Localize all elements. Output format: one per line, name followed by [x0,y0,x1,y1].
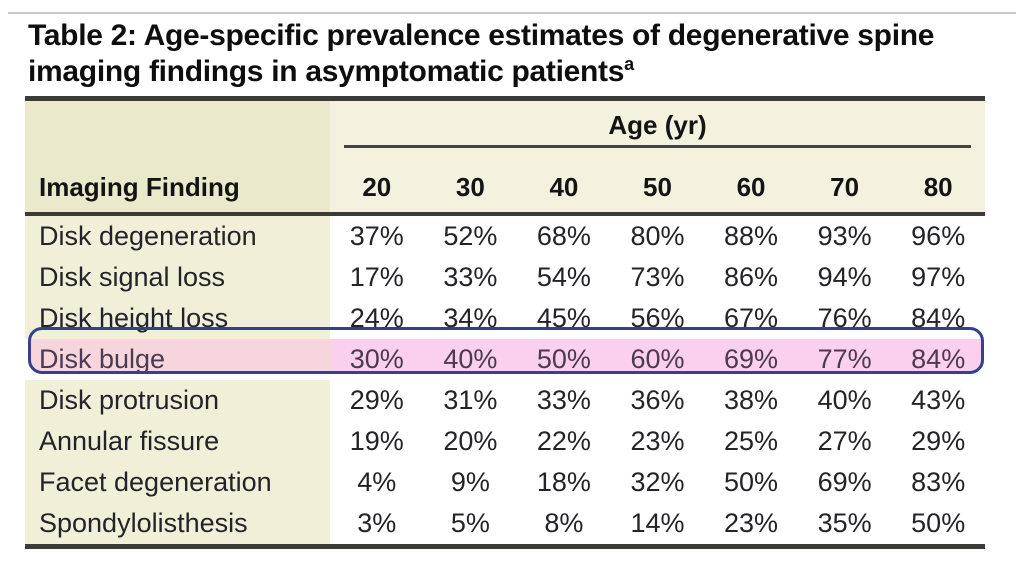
age-col-20: 20 [330,162,424,216]
value-cell: 3% [330,503,424,547]
value-cell: 34% [423,298,518,339]
age-columns-row: 20 30 40 50 60 70 80 [25,162,985,216]
value-cell: 35% [797,503,892,547]
value-cell: 32% [610,462,705,503]
value-cell: 8% [517,503,611,547]
finding-label: Disk protrusion [25,380,330,421]
value-cell: 23% [704,503,798,547]
finding-label: Disk height loss [25,298,330,339]
title-footnote-marker: a [624,54,634,74]
value-cell: 5% [423,503,518,547]
prevalence-table: Imaging Finding Age (yr) 20 30 40 50 60 … [25,96,985,549]
value-cell: 50% [891,503,985,547]
value-cell: 29% [330,380,424,421]
finding-label: Disk bulge [39,344,166,374]
value-cell: 86% [704,257,798,298]
age-col-80: 80 [891,162,985,216]
value-cell: 68% [517,214,611,257]
table-row-spondylolisthesis: Spondylolisthesis 3% 5% 8% 14% 23% 35% 5… [25,503,985,547]
value-cell: 77% [817,344,872,374]
value-cell: 69% [724,344,779,374]
table-row-disk-bulge: Disk bulge 30% 40% 50% 60% 69% 77% 84% [25,339,985,380]
value-cell: 69% [797,462,892,503]
value-cell: 36% [610,380,705,421]
value-cell: 76% [797,298,892,339]
value-cell: 67% [704,298,798,339]
value-cell: 88% [704,214,798,257]
title-line-2-text: imaging findings in asymptomatic patient… [28,55,625,88]
age-col-70: 70 [797,162,892,216]
value-cell: 14% [610,503,705,547]
value-cell: 37% [330,214,424,257]
finding-label: Disk signal loss [25,257,330,298]
value-cell: 50% [536,344,591,374]
age-header-underline [344,145,971,148]
value-cell: 73% [610,257,705,298]
value-cell: 84% [911,344,966,374]
value-cell: 9% [423,462,518,503]
table-title: Table 2: Age-specific prevalence estimat… [28,18,988,90]
value-cell: 17% [330,257,424,298]
value-cell: 96% [891,214,985,257]
value-cell: 56% [610,298,705,339]
value-cell: 23% [610,421,705,462]
value-cell: 94% [797,257,892,298]
value-cell: 33% [423,257,518,298]
value-cell: 30% [349,344,404,374]
age-col-50: 50 [610,162,705,216]
value-cell: 29% [891,421,985,462]
top-divider-line [8,12,1016,14]
title-line-2: imaging findings in asymptomatic patient… [28,54,988,90]
value-cell: 33% [517,380,611,421]
title-line-1: Table 2: Age-specific prevalence estimat… [28,19,935,52]
value-cell: 43% [891,380,985,421]
value-cell: 25% [704,421,798,462]
value-cell: 20% [423,421,518,462]
age-group-header: Age (yr) [330,98,985,162]
value-cell: 27% [797,421,892,462]
value-cell: 60% [630,344,685,374]
value-cell: 52% [423,214,518,257]
value-cell: 22% [517,421,611,462]
value-cell: 4% [330,462,424,503]
finding-label: Spondylolisthesis [25,503,330,547]
age-col-40: 40 [517,162,611,216]
table-row-disk-signal-loss: Disk signal loss 17% 33% 54% 73% 86% 94%… [25,257,985,298]
table-row-disk-protrusion: Disk protrusion 29% 31% 33% 36% 38% 40% … [25,380,985,421]
table-row-disk-degeneration: Disk degeneration 37% 52% 68% 80% 88% 93… [25,214,985,257]
value-cell: 18% [517,462,611,503]
value-cell: 45% [517,298,611,339]
table-row-annular-fissure: Annular fissure 19% 20% 22% 23% 25% 27% … [25,421,985,462]
value-cell: 40% [443,344,498,374]
value-cell: 54% [517,257,611,298]
value-cell: 40% [797,380,892,421]
finding-label: Disk degeneration [25,214,330,257]
age-header-label: Age (yr) [608,110,707,140]
imaging-finding-header: Imaging Finding [25,98,330,216]
value-cell: 83% [891,462,985,503]
value-cell: 80% [610,214,705,257]
value-cell: 97% [891,257,985,298]
table-row-facet-degeneration: Facet degeneration 4% 9% 18% 32% 50% 69%… [25,462,985,503]
value-cell: 93% [797,214,892,257]
finding-label: Annular fissure [25,421,330,462]
finding-label: Facet degeneration [25,462,330,503]
value-cell: 84% [891,298,985,339]
age-header-row: Imaging Finding Age (yr) [25,98,985,216]
value-cell: 24% [330,298,424,339]
prevalence-table-container: Imaging Finding Age (yr) 20 30 40 50 60 … [25,96,985,549]
table-row-disk-height-loss: Disk height loss 24% 34% 45% 56% 67% 76%… [25,298,985,339]
value-cell: 38% [704,380,798,421]
age-col-60: 60 [704,162,798,216]
value-cell: 31% [423,380,518,421]
age-col-30: 30 [423,162,518,216]
value-cell: 50% [704,462,798,503]
value-cell: 19% [330,421,424,462]
